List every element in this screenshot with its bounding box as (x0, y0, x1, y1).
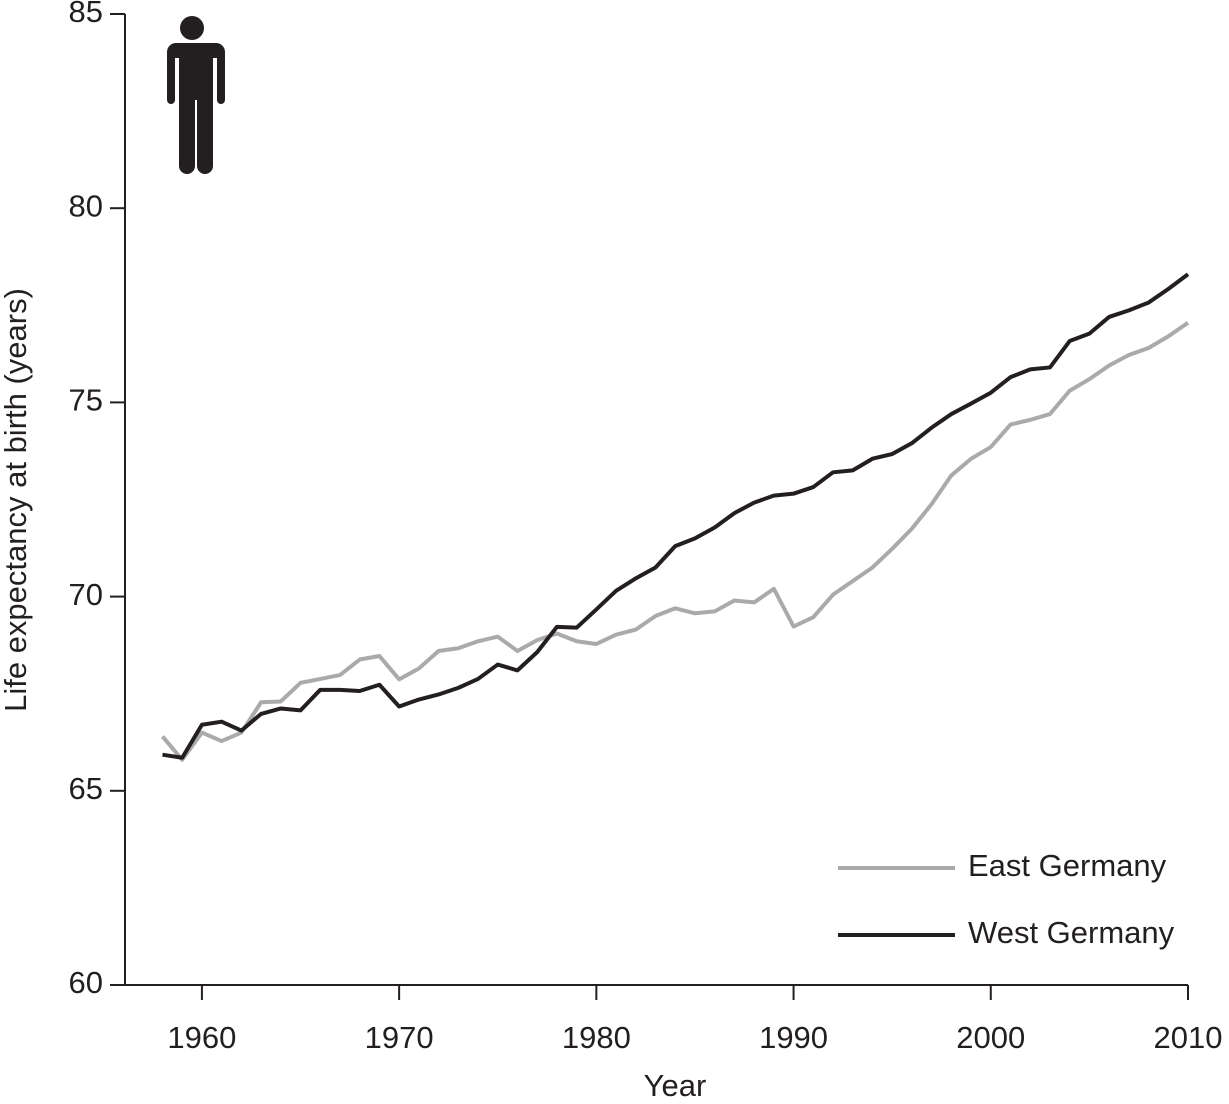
legend-label: East Germany (968, 848, 1167, 883)
series-line (160, 321, 1190, 762)
series-line (162, 272, 1190, 760)
y-tick-label: 80 (69, 188, 103, 223)
x-axis-label: Year (644, 1068, 707, 1103)
y-axis-label: Life expectancy at birth (years) (0, 288, 33, 712)
male-icon (167, 16, 225, 174)
y-tick-label: 75 (69, 383, 103, 418)
y-tick-label: 60 (69, 965, 103, 1000)
x-tick-label: 1990 (759, 1020, 828, 1055)
y-tick-label: 85 (69, 0, 103, 29)
y-tick-label: 65 (69, 771, 103, 806)
x-tick-label: 1970 (365, 1020, 434, 1055)
x-tick-label: 2000 (956, 1020, 1025, 1055)
x-tick-label: 1960 (167, 1020, 236, 1055)
y-tick-label: 70 (69, 577, 103, 612)
legend-label: West Germany (968, 915, 1175, 950)
x-tick-label: 1980 (562, 1020, 631, 1055)
x-tick-label: 2010 (1154, 1020, 1223, 1055)
